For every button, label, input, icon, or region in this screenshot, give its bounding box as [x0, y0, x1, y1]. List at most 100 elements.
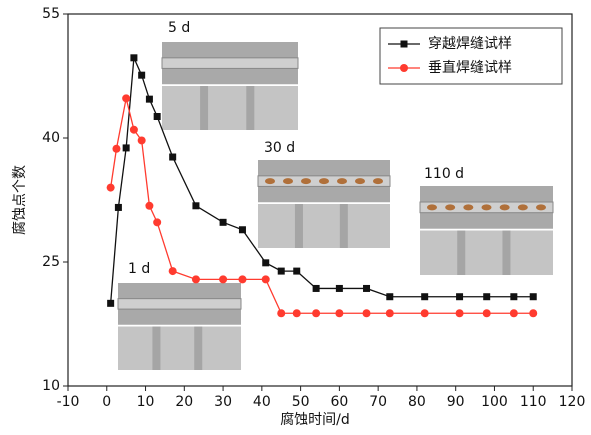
rust-spot: [355, 178, 365, 185]
rust-spot: [319, 178, 329, 185]
legend-label: 垂直焊缝试样: [428, 59, 512, 76]
photo-bottom: [420, 230, 553, 275]
x-tick-label: 30: [214, 394, 232, 410]
point: [138, 71, 146, 79]
rust-spot: [265, 178, 275, 185]
annotation: 110 d: [424, 166, 464, 182]
point: [386, 293, 394, 301]
point: [292, 309, 301, 318]
x-axis-label: 腐蚀时间/d: [280, 411, 350, 428]
weld-strip: [161, 57, 299, 69]
point: [510, 293, 518, 301]
photo-inset: [257, 160, 391, 248]
legend-label: 穿越焊缝试样: [428, 36, 512, 52]
point: [363, 284, 371, 292]
point: [421, 293, 429, 301]
rust-spot: [301, 178, 311, 185]
photo-inset: [419, 186, 554, 275]
point: [312, 309, 321, 318]
rust-spot: [427, 204, 437, 211]
point: [362, 309, 371, 318]
rust-spot: [463, 204, 474, 211]
x-tick-label: 40: [253, 394, 271, 410]
weld-v1: [294, 204, 303, 248]
x-tick-label: 70: [369, 394, 387, 410]
photo-bottom: [118, 326, 241, 370]
photo-bottom: [162, 86, 298, 130]
point: [483, 293, 491, 301]
point: [277, 267, 285, 275]
point: [529, 293, 537, 301]
point: [107, 299, 115, 307]
point: [191, 275, 200, 284]
point: [529, 309, 538, 318]
x-tick-label: 0: [102, 394, 111, 410]
legend-marker: [400, 40, 408, 48]
rust-spot: [536, 204, 546, 211]
point: [106, 183, 115, 192]
point: [335, 284, 343, 292]
annotation: 30 d: [264, 140, 295, 156]
point: [262, 259, 270, 267]
x-tick-label: 50: [292, 394, 310, 410]
rust-spot: [337, 178, 347, 185]
point: [153, 113, 161, 121]
point: [261, 275, 270, 284]
point: [482, 309, 491, 318]
point: [385, 309, 394, 318]
x-tick-label: 60: [330, 394, 348, 410]
point: [114, 203, 122, 211]
y-tick-label: 25: [42, 254, 60, 270]
annotation: 1 d: [128, 261, 150, 277]
rust-spot: [373, 178, 383, 185]
point: [145, 95, 153, 103]
point: [137, 136, 146, 145]
point: [509, 309, 518, 318]
plot-frame: [67, 13, 573, 387]
weld-v2: [339, 204, 348, 248]
weld-strip: [117, 298, 242, 310]
weld-v2: [194, 326, 203, 370]
weld-v1: [200, 86, 209, 130]
point: [420, 309, 429, 318]
x-tick-label: 120: [559, 394, 586, 410]
x-tick-label: -10: [57, 394, 80, 410]
point: [219, 275, 228, 284]
y-tick-label: 10: [42, 378, 60, 394]
point: [122, 144, 130, 152]
weld-v1: [152, 326, 161, 370]
y-tick-label: 40: [42, 130, 60, 146]
point: [238, 226, 246, 234]
point: [129, 125, 138, 134]
point: [122, 94, 131, 103]
point: [130, 54, 138, 62]
rust-spot: [283, 178, 293, 185]
legend-box: [379, 27, 563, 85]
photo-inset: [161, 42, 299, 130]
point: [192, 202, 200, 210]
weld-v2: [502, 230, 511, 275]
legend-marker: [400, 64, 408, 72]
annotation: 5 d: [168, 20, 190, 36]
x-tick-label: 20: [175, 394, 193, 410]
rust-spot: [445, 204, 456, 211]
rust-spot: [481, 204, 492, 211]
x-tick-label: 110: [520, 394, 547, 410]
point: [219, 218, 227, 226]
point: [277, 309, 286, 318]
x-tick-label: 100: [481, 394, 508, 410]
x-tick-label: 80: [408, 394, 426, 410]
point: [238, 275, 247, 284]
rust-spot: [499, 204, 510, 211]
photo-bottom: [258, 204, 390, 248]
point: [145, 201, 154, 210]
point: [293, 267, 301, 275]
x-tick-label: 90: [447, 394, 465, 410]
point: [456, 293, 464, 301]
weld-v1: [457, 230, 466, 275]
point: [153, 218, 162, 227]
point: [455, 309, 464, 318]
point: [335, 309, 344, 318]
point: [112, 144, 121, 153]
